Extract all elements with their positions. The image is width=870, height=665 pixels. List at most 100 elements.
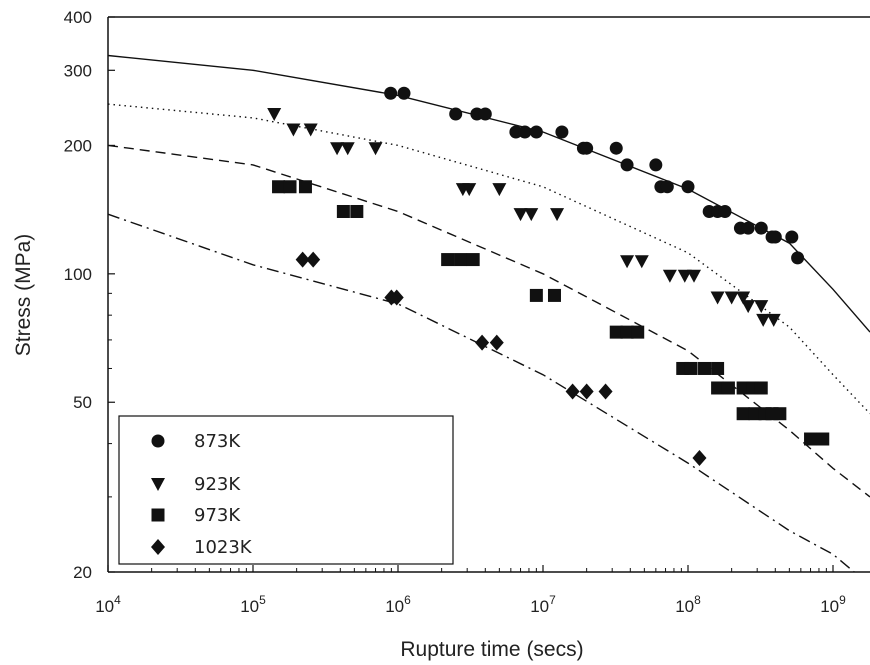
point-923K <box>766 313 781 327</box>
point-973K <box>773 407 787 421</box>
x-axis-title: Rupture time (secs) <box>400 638 583 661</box>
point-973K <box>620 325 634 339</box>
point-973K <box>466 253 480 267</box>
point-873K <box>681 180 695 194</box>
point-923K <box>741 300 756 314</box>
point-873K <box>509 125 523 139</box>
point-923K <box>662 269 677 283</box>
point-973K <box>736 407 750 421</box>
point-973K <box>283 180 297 194</box>
point-1023K <box>565 383 580 400</box>
point-1023K <box>295 251 310 268</box>
x-tick-label: 105 <box>240 593 266 616</box>
point-973K <box>804 432 818 446</box>
point-973K <box>454 253 468 267</box>
legend-label-973K: 973K <box>194 505 241 526</box>
point-973K <box>350 204 364 218</box>
point-973K <box>609 325 623 339</box>
point-973K <box>298 180 312 194</box>
point-973K <box>711 381 725 395</box>
y-ticks: 20 50 100 200 300 400 <box>64 8 115 582</box>
legend-label-923K: 923K <box>194 474 241 495</box>
point-873K <box>478 107 492 121</box>
point-973K <box>631 325 645 339</box>
point-1023K <box>489 334 504 351</box>
x-tick-label: 104 <box>95 593 121 616</box>
y-tick-label: 300 <box>64 61 92 80</box>
point-923K <box>634 255 649 269</box>
point-923K <box>330 142 345 156</box>
y-tick-label: 100 <box>64 265 92 284</box>
point-923K <box>724 291 739 305</box>
x-tick-label: 108 <box>675 593 701 616</box>
point-1023K <box>475 334 490 351</box>
legend-marker-873K <box>151 434 165 448</box>
point-973K <box>272 180 286 194</box>
y-tick-label: 400 <box>64 8 92 27</box>
point-873K <box>518 125 532 139</box>
legend: 873K 923K 973K 1023K <box>118 415 454 565</box>
data-points <box>267 86 830 467</box>
point-973K <box>441 253 455 267</box>
y-tick-label: 200 <box>64 136 92 155</box>
point-873K <box>649 158 663 172</box>
point-873K <box>741 221 755 235</box>
legend-label-1023K: 1023K <box>194 537 253 558</box>
point-923K <box>754 300 769 314</box>
point-973K <box>547 288 561 302</box>
point-923K <box>524 208 539 222</box>
curve-1023K <box>107 213 855 573</box>
legend-marker-973K <box>151 508 165 522</box>
axes <box>107 16 870 573</box>
point-923K <box>492 183 507 197</box>
point-1023K <box>579 383 594 400</box>
point-973K <box>721 381 735 395</box>
point-923K <box>736 291 751 305</box>
point-923K <box>462 183 477 197</box>
point-923K <box>550 208 565 222</box>
point-923K <box>756 313 771 327</box>
point-873K <box>609 141 623 155</box>
point-873K <box>754 221 768 235</box>
legend-label-873K: 873K <box>194 431 241 452</box>
point-973K <box>754 381 768 395</box>
point-873K <box>580 141 594 155</box>
point-873K <box>718 204 732 218</box>
point-873K <box>785 230 799 244</box>
point-873K <box>768 230 782 244</box>
x-ticks: 104 105 106 107 108 109 <box>95 565 846 616</box>
point-923K <box>303 123 318 137</box>
y-axis-title: Stress (MPa) <box>12 234 35 357</box>
point-923K <box>286 123 301 137</box>
point-923K <box>620 255 635 269</box>
legend-box <box>118 415 454 565</box>
point-1023K <box>598 383 613 400</box>
curve-923K <box>107 103 870 415</box>
point-973K <box>684 361 698 375</box>
fit-curves <box>107 54 870 573</box>
legend-marker-1023K <box>151 539 165 555</box>
point-923K <box>677 269 692 283</box>
point-873K <box>555 125 569 139</box>
point-973K <box>698 361 712 375</box>
point-873K <box>397 86 411 100</box>
point-873K <box>660 180 674 194</box>
point-873K <box>449 107 463 121</box>
x-tick-label: 109 <box>820 593 846 616</box>
point-973K <box>529 288 543 302</box>
point-923K <box>513 208 528 222</box>
legend-marker-923K <box>151 478 165 491</box>
point-923K <box>710 291 725 305</box>
point-1023K <box>692 450 707 467</box>
point-923K <box>368 142 383 156</box>
curve-873K <box>107 54 870 333</box>
point-1023K <box>389 289 404 306</box>
point-973K <box>336 204 350 218</box>
point-973K <box>711 361 725 375</box>
point-873K <box>620 158 634 172</box>
point-973K <box>816 432 830 446</box>
point-923K <box>267 107 282 121</box>
point-873K <box>384 86 398 100</box>
y-tick-label: 50 <box>73 393 92 412</box>
